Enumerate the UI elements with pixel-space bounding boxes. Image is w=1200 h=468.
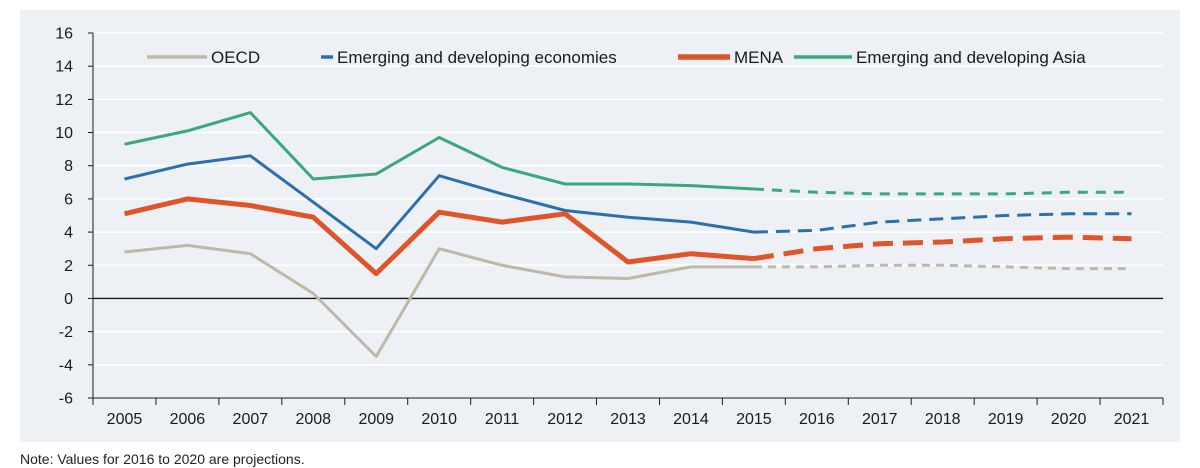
y-tick-label: -2 (59, 324, 73, 341)
x-tick-label: 2011 (485, 411, 520, 428)
x-tick-label: 2020 (1051, 411, 1087, 428)
x-tick-label: 2006 (170, 411, 206, 428)
series-projection-line (753, 263, 1132, 271)
series-projection-line (753, 234, 1132, 262)
x-axis: 2005 2006 2007 2008 2009 2010 2011 2012 2013 2014… (92, 397, 1164, 428)
y-tick-label: 8 (64, 158, 73, 175)
y-axis: -6 -4 -2 0 2 4 6 8 10 12 14 16 (55, 26, 94, 408)
legend-label: Emerging and developing Asia (856, 48, 1086, 67)
legend-label: MENA (734, 48, 784, 67)
chart-note: Note: Values for 2016 to 2020 are projec… (20, 451, 305, 467)
series-projection-line (753, 187, 1132, 196)
x-tick-label: 2018 (925, 411, 961, 428)
y-tick-label: 12 (55, 92, 73, 109)
x-tick-label: 2015 (736, 411, 772, 428)
x-tick-label: 2008 (295, 411, 331, 428)
series-line (124, 243, 754, 358)
x-tick-label: 2005 (107, 411, 143, 428)
x-tick-label: 2016 (799, 411, 835, 428)
series-line (124, 111, 754, 191)
y-tick-label: 2 (64, 258, 73, 275)
y-tick-label: 0 (64, 291, 73, 308)
x-tick-label: 2017 (862, 411, 898, 428)
series-line (123, 196, 755, 277)
x-tick-label: 2021 (1114, 411, 1150, 428)
series-line (124, 154, 755, 251)
x-tick-label: 2014 (673, 411, 709, 428)
y-tick-label: 16 (55, 26, 73, 43)
plot-background (20, 10, 1180, 442)
series-lines (123, 111, 1132, 358)
legend-label: OECD (211, 48, 260, 67)
y-tick-label: 6 (64, 191, 73, 208)
x-tick-label: 2012 (547, 411, 583, 428)
y-tick-label: -4 (59, 357, 73, 374)
legend-label: Emerging and developing economies (337, 48, 617, 67)
x-tick-label: 2013 (610, 411, 646, 428)
y-tick-label: -6 (59, 391, 73, 408)
x-tick-label: 2009 (358, 411, 394, 428)
y-tick-label: 4 (64, 225, 73, 242)
x-tick-label: 2007 (233, 411, 269, 428)
legend: OECD Emerging and developing economies MEN… (147, 48, 1086, 67)
x-tick-label: 2019 (988, 411, 1024, 428)
y-tick-label: 14 (55, 59, 73, 76)
series-projection-line (753, 212, 1132, 234)
y-tick-label: 10 (55, 125, 73, 142)
x-tick-label: 2010 (421, 411, 457, 428)
